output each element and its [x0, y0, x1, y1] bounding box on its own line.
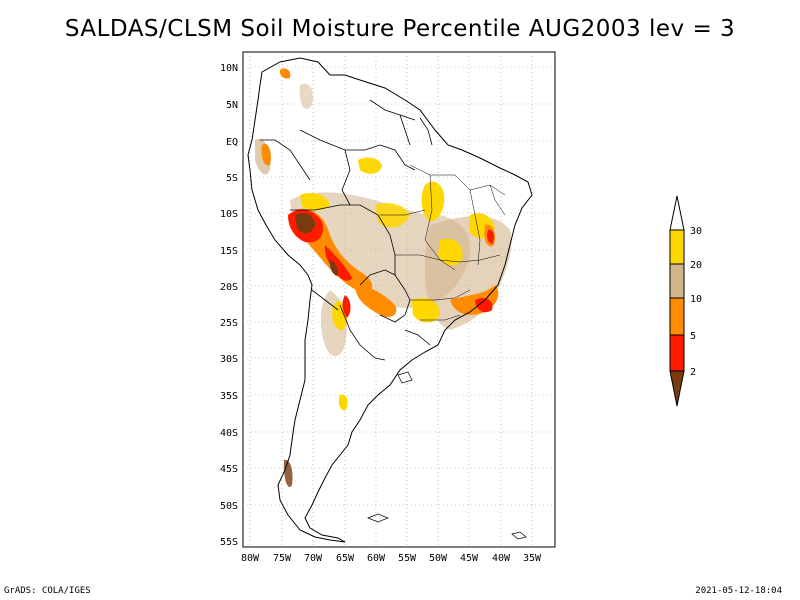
lon-label: 80W: [241, 553, 260, 564]
south-america-coastline: [247, 57, 533, 543]
map-frame: [242, 51, 556, 548]
country-borders: [260, 99, 433, 361]
map-title: SALDAS/CLSM Soil Moisture Percentile AUG…: [64, 16, 736, 42]
lat-label: 55S: [220, 537, 238, 548]
legend-swatch-10-20: [669, 263, 685, 299]
lat-label: 50S: [220, 501, 238, 512]
footer-timestamp: 2021-05-12-18:04: [695, 586, 782, 596]
state-borders: [380, 164, 506, 321]
lon-label: 50W: [429, 553, 448, 564]
lon-label: 75W: [273, 553, 292, 564]
legend-tick-label: 5: [690, 331, 696, 342]
lon-label: 45W: [460, 553, 479, 564]
legend-tick-label: 10: [690, 294, 702, 305]
lon-label: 35W: [523, 553, 542, 564]
lon-label: 65W: [336, 553, 355, 564]
lat-label: 30S: [220, 354, 238, 365]
lat-label: 10N: [220, 63, 238, 74]
lat-label: 10S: [220, 209, 238, 220]
lat-label: 35S: [220, 391, 238, 402]
legend-bottom-arrow: [669, 370, 685, 407]
lon-labels: 80W 75W 70W 65W 60W 55W 50W 45W 40W 35W: [241, 553, 542, 564]
legend-swatch-20-30: [669, 229, 685, 265]
legend-top-arrow: [669, 195, 685, 231]
lon-label: 55W: [398, 553, 417, 564]
lat-label: 15S: [220, 246, 238, 257]
soil-moisture-shading: [255, 68, 512, 488]
lat-labels: 10N 5N EQ 5S 10S 15S 20S 25S 30S 35S 40S…: [220, 63, 238, 548]
lat-label: 25S: [220, 318, 238, 329]
lat-label: 5S: [226, 173, 238, 184]
lon-label: 70W: [304, 553, 323, 564]
lat-label: 40S: [220, 428, 238, 439]
footer-credit: GrADS: COLA/IGES: [4, 586, 91, 596]
lon-label: 40W: [492, 553, 511, 564]
legend-swatch-2-5: [669, 334, 685, 372]
lat-label: 45S: [220, 464, 238, 475]
lat-label: EQ: [226, 137, 238, 148]
lon-label: 60W: [367, 553, 386, 564]
islands-lakes: [367, 371, 527, 540]
legend-tick-label: 30: [690, 226, 702, 237]
legend-tick-label: 20: [690, 260, 702, 271]
color-bar-legend: 30 20 10 5 2: [669, 195, 702, 407]
legend-swatch-5-10: [669, 297, 685, 336]
lat-label: 5N: [226, 100, 238, 111]
legend-tick-label: 2: [690, 367, 696, 378]
lat-label: 20S: [220, 282, 238, 293]
